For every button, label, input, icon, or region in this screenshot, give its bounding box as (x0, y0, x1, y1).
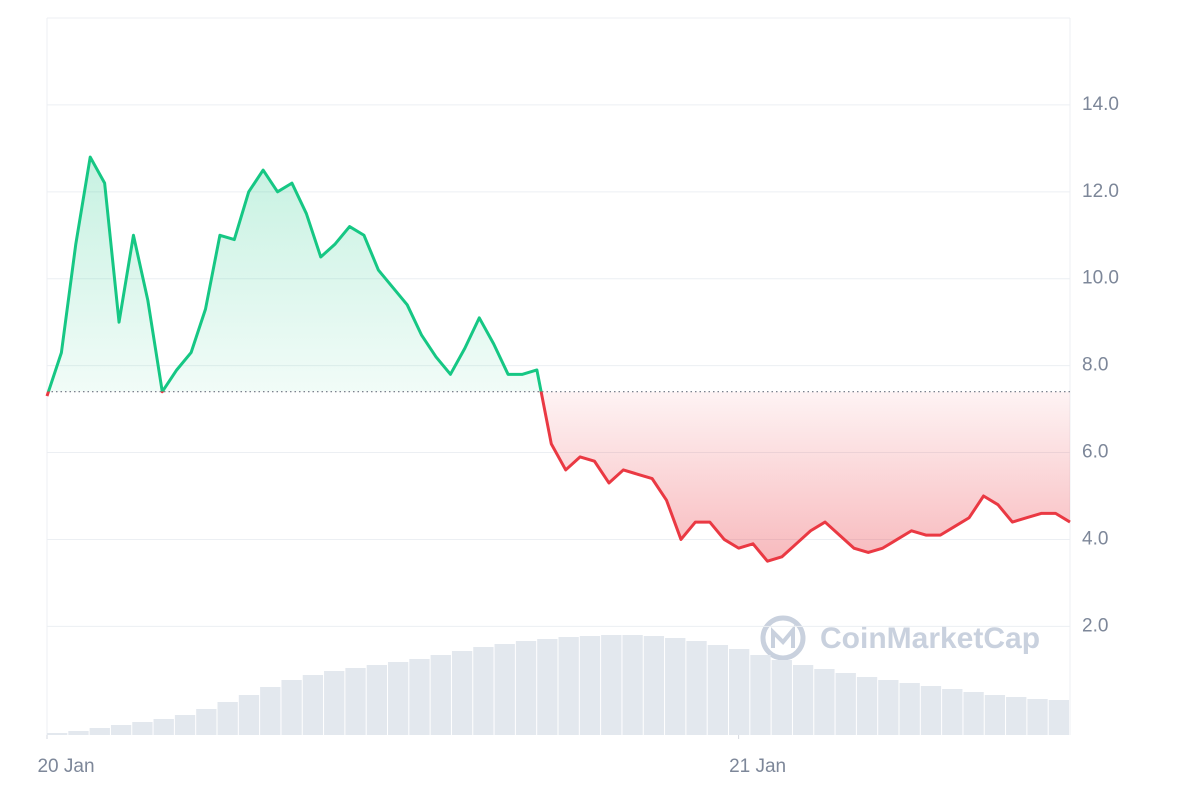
volume-bar (110, 725, 132, 735)
volume-bar (260, 687, 281, 735)
volume-bar (1027, 699, 1048, 735)
volume-bar (729, 649, 750, 735)
volume-bar (792, 665, 814, 735)
volume-bar (345, 668, 366, 735)
volume-bar (558, 637, 579, 735)
y-tick-label: 12.0 (1082, 181, 1119, 202)
volume-bar (622, 635, 643, 735)
volume-bar (942, 689, 963, 735)
volume-bar (132, 722, 153, 735)
y-tick-label: 6.0 (1082, 442, 1108, 463)
volume-bar (963, 692, 984, 735)
volume-bar (771, 660, 792, 735)
volume-bar (899, 683, 920, 735)
volume-bar (281, 680, 302, 735)
price-area (47, 157, 1070, 562)
volume-bar (707, 645, 728, 735)
volume-bar (302, 675, 324, 735)
volume-bar (451, 651, 473, 735)
volume-bar (665, 638, 686, 735)
y-tick-label: 2.0 (1082, 615, 1108, 636)
y-tick-label: 14.0 (1082, 94, 1119, 115)
volume-bar (814, 669, 835, 735)
volume-bar (601, 635, 622, 735)
volume-bar (47, 733, 68, 735)
watermark-logo (771, 624, 795, 648)
price-line (45, 155, 1071, 563)
volume-bar (515, 641, 537, 735)
volume-bar (473, 647, 494, 735)
volume-bar (366, 665, 387, 735)
volume-bar (324, 671, 345, 735)
volume-bar (750, 655, 771, 735)
watermark-text: CoinMarketCap (820, 622, 1040, 655)
volume-bar (878, 680, 899, 735)
y-tick-label: 10.0 (1082, 268, 1119, 289)
x-tick-label: 21 Jan (729, 756, 786, 777)
volume-bar (430, 655, 451, 735)
volume-bar (686, 641, 707, 735)
volume-bar (1006, 697, 1027, 735)
volume-bar (537, 639, 558, 735)
volume-bar (984, 695, 1006, 735)
volume-bar (68, 731, 89, 735)
volume-bar (196, 709, 217, 735)
volume-bar (494, 644, 515, 735)
y-tick-label: 4.0 (1082, 528, 1108, 549)
volume-bar (153, 719, 174, 735)
x-tick-label: 20 Jan (37, 756, 94, 777)
volume-bar (238, 695, 260, 735)
watermark-logo (760, 615, 806, 661)
volume-bar (835, 673, 856, 735)
volume-bar (920, 686, 942, 735)
volume-bar (409, 659, 430, 735)
volume-bar (856, 677, 878, 735)
watermark: CoinMarketCap (760, 615, 1040, 661)
volume-bar (217, 702, 238, 735)
volume-bar (89, 728, 110, 735)
volume-bar (1048, 700, 1069, 735)
volume-bar (174, 715, 196, 735)
volume-bar (643, 636, 665, 735)
y-tick-label: 8.0 (1082, 355, 1108, 376)
volume-bar (388, 662, 409, 735)
volume-bar (579, 636, 601, 735)
